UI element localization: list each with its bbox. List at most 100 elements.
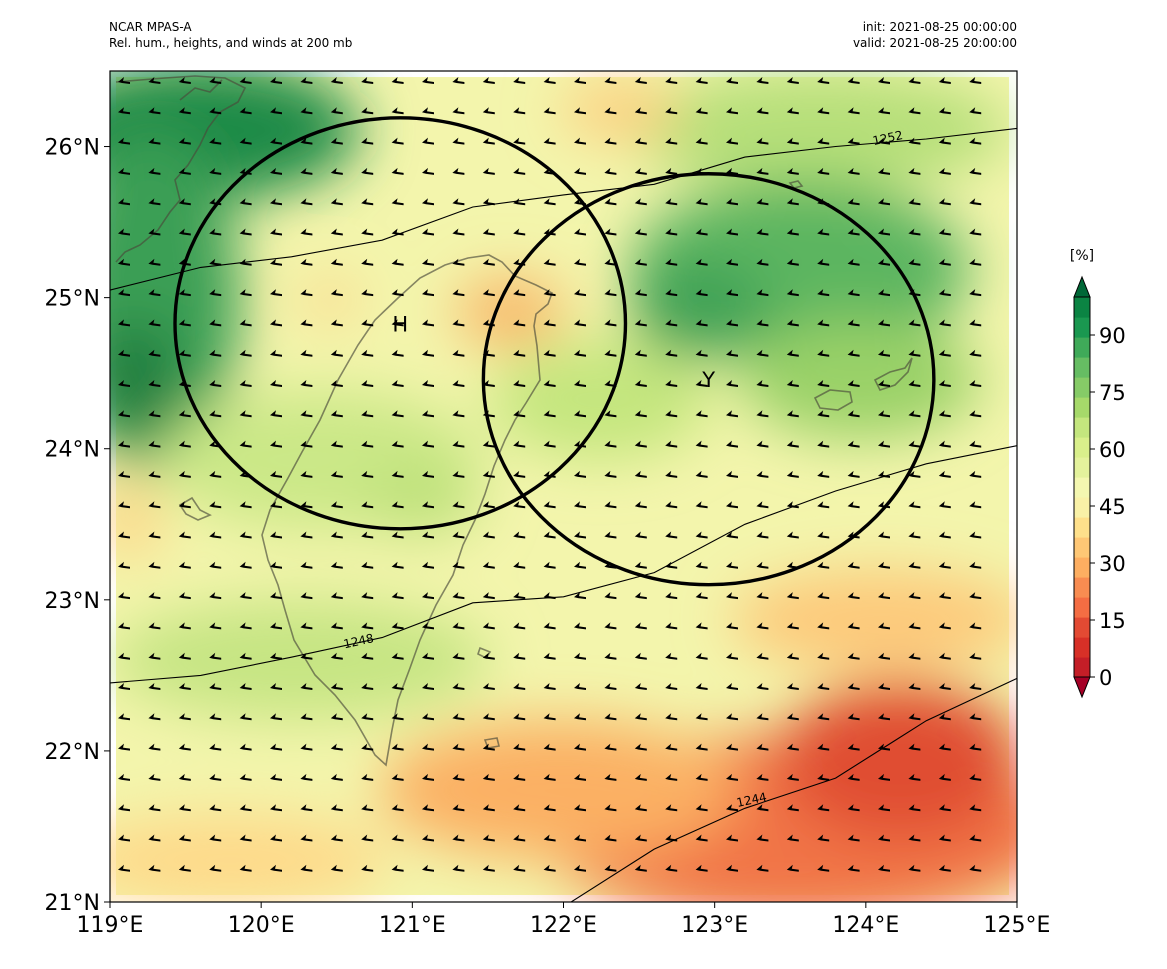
wind-barb bbox=[938, 198, 951, 206]
wind-barb bbox=[756, 198, 769, 206]
wind-barb bbox=[695, 289, 708, 297]
wind-barb bbox=[178, 228, 191, 236]
wind-barb bbox=[726, 258, 738, 266]
y-axis: 21°N 22°N 23°N 24°N 25°N 26°N bbox=[45, 136, 110, 916]
wind-barb bbox=[270, 501, 282, 509]
wind-barb bbox=[209, 380, 222, 387]
wind-barb bbox=[786, 440, 799, 448]
wind-barb bbox=[847, 713, 860, 721]
wind-barb bbox=[361, 410, 374, 418]
wind-barb bbox=[300, 77, 313, 84]
wind-barb bbox=[361, 228, 374, 236]
wind-barb bbox=[178, 410, 191, 418]
wind-barb bbox=[574, 743, 586, 751]
wind-barb bbox=[422, 864, 434, 872]
wind-barb bbox=[118, 319, 130, 327]
wind-barb bbox=[482, 834, 495, 842]
wind-barb bbox=[361, 440, 374, 448]
wind-barb bbox=[239, 289, 252, 297]
wind-barb bbox=[452, 349, 465, 357]
wind-barb bbox=[178, 380, 191, 387]
wind-barb bbox=[422, 198, 434, 206]
wind-barb bbox=[938, 410, 951, 418]
wind-barb bbox=[148, 834, 161, 842]
wind-barb bbox=[118, 713, 130, 721]
wind-barb bbox=[574, 137, 586, 145]
wind-barb bbox=[300, 773, 313, 781]
wind-barb bbox=[300, 561, 313, 569]
wind-barb bbox=[969, 258, 982, 266]
x-tick-label: 119°E bbox=[77, 913, 144, 938]
wind-barb bbox=[634, 440, 647, 448]
wind-barb bbox=[178, 834, 191, 842]
wind-barb bbox=[604, 349, 617, 357]
wind-barb bbox=[847, 773, 860, 781]
wind-barb bbox=[665, 440, 678, 448]
wind-barb bbox=[452, 410, 465, 418]
colorbar-tick-label: 90 bbox=[1099, 324, 1126, 348]
wind-barb bbox=[969, 804, 982, 812]
wind-barb bbox=[786, 77, 799, 84]
wind-barb bbox=[695, 198, 708, 206]
wind-barb bbox=[513, 228, 526, 236]
colorbar-extend-max bbox=[1073, 275, 1091, 298]
wind-barb bbox=[330, 531, 343, 539]
wind-barb bbox=[695, 228, 708, 236]
wind-barb bbox=[817, 349, 830, 357]
wind-barb bbox=[665, 743, 678, 751]
wind-barb bbox=[118, 349, 130, 357]
wind-barb bbox=[361, 289, 374, 297]
colorbar-segment bbox=[1074, 597, 1090, 618]
wind-barb bbox=[391, 107, 404, 115]
wind-barb bbox=[391, 137, 404, 145]
x-tick-label: 122°E bbox=[530, 913, 597, 938]
wind-barb bbox=[938, 652, 951, 660]
wind-barb bbox=[634, 501, 647, 509]
contour-label: 1248 bbox=[342, 631, 375, 651]
wind-barb bbox=[726, 410, 738, 418]
wind-barb bbox=[665, 713, 678, 721]
wind-barb bbox=[604, 289, 617, 297]
wind-barb bbox=[695, 592, 708, 600]
wind-barb bbox=[695, 319, 708, 327]
wind-barb bbox=[209, 683, 222, 690]
wind-barb bbox=[817, 864, 830, 872]
wind-barb bbox=[482, 804, 495, 812]
wind-barb bbox=[118, 380, 130, 387]
wind-barb bbox=[908, 470, 921, 478]
wind-barb bbox=[574, 531, 586, 539]
wind-barb bbox=[543, 107, 556, 115]
wind-barb bbox=[543, 228, 556, 236]
wind-barb bbox=[452, 531, 465, 539]
wind-barb bbox=[300, 349, 313, 357]
wind-barb bbox=[695, 652, 708, 660]
x-tick-label: 124°E bbox=[832, 913, 899, 938]
wind-barb bbox=[938, 228, 951, 236]
wind-barb bbox=[361, 561, 374, 569]
wind-barb bbox=[634, 470, 647, 478]
wind-barb bbox=[817, 440, 830, 448]
wind-barb bbox=[665, 531, 678, 539]
wind-barb bbox=[726, 652, 738, 660]
humidity-field bbox=[110, 71, 1017, 902]
wind-barb bbox=[786, 622, 799, 630]
wind-barb bbox=[178, 470, 191, 478]
wind-barb bbox=[239, 652, 252, 660]
wind-barb bbox=[969, 77, 982, 84]
valid-time: valid: 2021-08-25 20:00:00 bbox=[852, 36, 1017, 50]
wind-barb bbox=[847, 561, 860, 569]
wind-barb bbox=[726, 804, 738, 812]
wind-barb bbox=[482, 77, 495, 84]
wind-barb bbox=[938, 167, 951, 175]
wind-barb bbox=[847, 349, 860, 357]
wind-barb bbox=[513, 864, 526, 872]
wind-barb bbox=[300, 652, 313, 660]
wind-barb bbox=[604, 167, 617, 175]
wind-barb bbox=[391, 743, 404, 751]
wind-barb bbox=[422, 77, 434, 84]
contour-label: 1244 bbox=[735, 790, 768, 810]
wind-barb bbox=[148, 864, 161, 872]
wind-barb bbox=[969, 834, 982, 842]
wind-barb bbox=[604, 107, 617, 115]
